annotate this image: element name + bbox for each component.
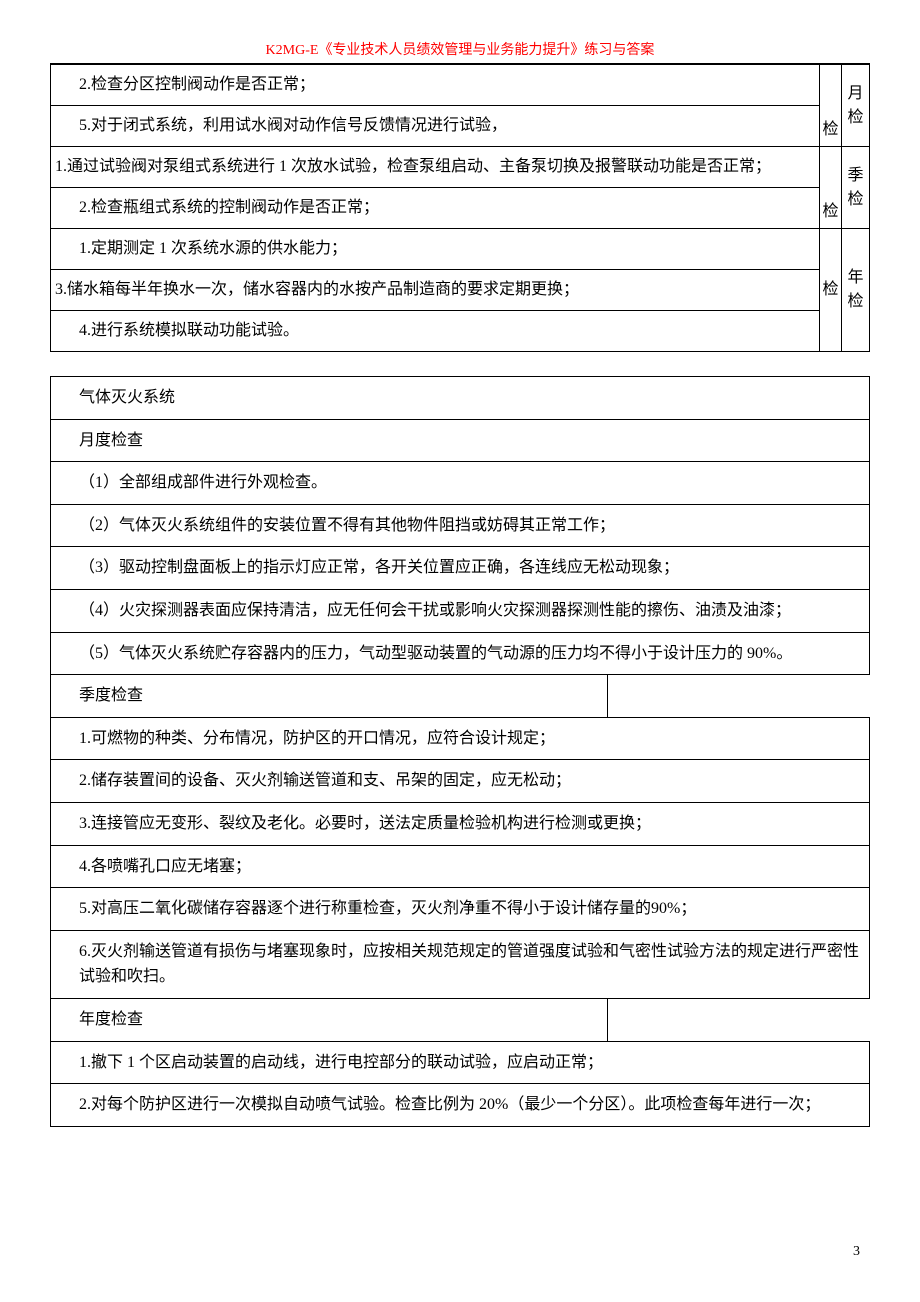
table-row: 6.灭火剂输送管道有损伤与堵塞现象时，应按相关规范规定的管道强度试验和气密性试验… — [51, 930, 870, 998]
page-header: K2MG-E《专业技术人员绩效管理与业务能力提升》练习与答案 — [50, 40, 870, 61]
table-row: 3.连接管应无变形、裂纹及老化。必要时，送法定质量检验机构进行检测或更换； — [51, 802, 870, 845]
table-row: （4）火灾探测器表面应保持清洁，应无任何会干扰或影响火灾探测器探测性能的擦伤、油… — [51, 589, 870, 632]
cell-check: 检 — [820, 65, 842, 147]
cell-period: 月检 — [842, 65, 870, 147]
quarterly-table: 季度检查 — [50, 674, 870, 718]
cell-text: 2.检查瓶组式系统的控制阀动作是否正常； — [51, 188, 820, 229]
item-text: （4）火灾探测器表面应保持清洁，应无任何会干扰或影响火灾探测器探测性能的擦伤、油… — [51, 589, 870, 632]
table-row: 季度检查 — [51, 675, 871, 718]
cell-period: 年检 — [842, 229, 870, 352]
table-row: 1.定期测定 1 次系统水源的供水能力； 检 年检 — [51, 229, 870, 270]
item-text: 3.连接管应无变形、裂纹及老化。必要时，送法定质量检验机构进行检测或更换； — [51, 802, 870, 845]
subsection-header: 年度检查 — [51, 998, 608, 1041]
item-text: （3）驱动控制盘面板上的指示灯应正常，各开关位置应正确，各连线应无松动现象； — [51, 547, 870, 590]
table-row: 4.进行系统模拟联动功能试验。 — [51, 311, 870, 352]
gas-system-table: 气体灭火系统 月度检查 （1）全部组成部件进行外观检查。 （2）气体灭火系统组件… — [50, 376, 870, 675]
quarterly-items-table: 1.可燃物的种类、分布情况，防护区的开口情况，应符合设计规定； 2.储存装置间的… — [50, 717, 870, 999]
table-row: 5.对于闭式系统，利用试水阀对动作信号反馈情况进行试验， — [51, 106, 870, 147]
table-row: 月度检查 — [51, 419, 870, 462]
table-row: 3.储水箱每半年换水一次，储水容器内的水按产品制造商的要求定期更换； — [51, 270, 870, 311]
table-row: （5）气体灭火系统贮存容器内的压力，气动型驱动装置的气动源的压力均不得小于设计压… — [51, 632, 870, 675]
table-row: （1）全部组成部件进行外观检查。 — [51, 462, 870, 505]
subsection-header: 季度检查 — [51, 675, 608, 718]
cell-check: 检 — [820, 147, 842, 229]
cell-check: 检 — [820, 229, 842, 352]
item-text: 1.撤下 1 个区启动装置的启动线，进行电控部分的联动试验，应启动正常； — [51, 1041, 870, 1084]
cell-text: 5.对于闭式系统，利用试水阀对动作信号反馈情况进行试验， — [51, 106, 820, 147]
cell-text: 1.定期测定 1 次系统水源的供水能力； — [51, 229, 820, 270]
table-row: 气体灭火系统 — [51, 377, 870, 420]
table-row: 1.撤下 1 个区启动装置的启动线，进行电控部分的联动试验，应启动正常； — [51, 1041, 870, 1084]
table-row: （3）驱动控制盘面板上的指示灯应正常，各开关位置应正确，各连线应无松动现象； — [51, 547, 870, 590]
table-row: 2.对每个防护区进行一次模拟自动喷气试验。检查比例为 20%（最少一个分区）。此… — [51, 1084, 870, 1127]
annual-items-table: 1.撤下 1 个区启动装置的启动线，进行电控部分的联动试验，应启动正常； 2.对… — [50, 1041, 870, 1127]
annual-table: 年度检查 — [50, 998, 870, 1042]
table-row: （2）气体灭火系统组件的安装位置不得有其他物件阻挡或妨碍其正常工作； — [51, 504, 870, 547]
item-text: 1.可燃物的种类、分布情况，防护区的开口情况，应符合设计规定； — [51, 717, 870, 760]
section-title: 气体灭火系统 — [51, 377, 870, 420]
cell-text: 1.通过试验阀对泵组式系统进行 1 次放水试验，检查泵组启动、主备泵切换及报警联… — [51, 147, 820, 188]
page-number: 3 — [853, 1241, 860, 1262]
table-row: 1.可燃物的种类、分布情况，防护区的开口情况，应符合设计规定； — [51, 717, 870, 760]
table-row: 2.储存装置间的设备、灭火剂输送管道和支、吊架的固定，应无松动； — [51, 760, 870, 803]
cell-period: 季检 — [842, 147, 870, 229]
cell-text: 4.进行系统模拟联动功能试验。 — [51, 311, 820, 352]
header-title: 《专业技术人员绩效管理与业务能力提升》练习与答案 — [318, 43, 654, 58]
item-text: 6.灭火剂输送管道有损伤与堵塞现象时，应按相关规范规定的管道强度试验和气密性试验… — [51, 930, 870, 998]
item-text: 4.各喷嘴孔口应无堵塞； — [51, 845, 870, 888]
page: K2MG-E《专业技术人员绩效管理与业务能力提升》练习与答案 2.检查分区控制阀… — [0, 0, 920, 1302]
item-text: 5.对高压二氧化碳储存容器逐个进行称重检查，灭火剂净重不得小于设计储存量的90%… — [51, 888, 870, 931]
table-row: 1.通过试验阀对泵组式系统进行 1 次放水试验，检查泵组启动、主备泵切换及报警联… — [51, 147, 870, 188]
spacer-cell — [608, 998, 870, 1041]
table-row: 5.对高压二氧化碳储存容器逐个进行称重检查，灭火剂净重不得小于设计储存量的90%… — [51, 888, 870, 931]
subsection-header: 月度检查 — [51, 419, 870, 462]
item-text: （1）全部组成部件进行外观检查。 — [51, 462, 870, 505]
table-row: 年度检查 — [51, 998, 871, 1041]
item-text: （5）气体灭火系统贮存容器内的压力，气动型驱动装置的气动源的压力均不得小于设计压… — [51, 632, 870, 675]
table-row: 2.检查分区控制阀动作是否正常； 检 月检 — [51, 65, 870, 106]
cell-text: 3.储水箱每半年换水一次，储水容器内的水按产品制造商的要求定期更换； — [51, 270, 820, 311]
inspection-schedule-table: 2.检查分区控制阀动作是否正常； 检 月检 5.对于闭式系统，利用试水阀对动作信… — [50, 64, 870, 352]
item-text: （2）气体灭火系统组件的安装位置不得有其他物件阻挡或妨碍其正常工作； — [51, 504, 870, 547]
table-row: 2.检查瓶组式系统的控制阀动作是否正常； — [51, 188, 870, 229]
item-text: 2.储存装置间的设备、灭火剂输送管道和支、吊架的固定，应无松动； — [51, 760, 870, 803]
header-code: K2MG-E — [266, 43, 319, 58]
table-row: 4.各喷嘴孔口应无堵塞； — [51, 845, 870, 888]
cell-text: 2.检查分区控制阀动作是否正常； — [51, 65, 820, 106]
item-text: 2.对每个防护区进行一次模拟自动喷气试验。检查比例为 20%（最少一个分区）。此… — [51, 1084, 870, 1127]
spacer-cell — [608, 675, 870, 718]
